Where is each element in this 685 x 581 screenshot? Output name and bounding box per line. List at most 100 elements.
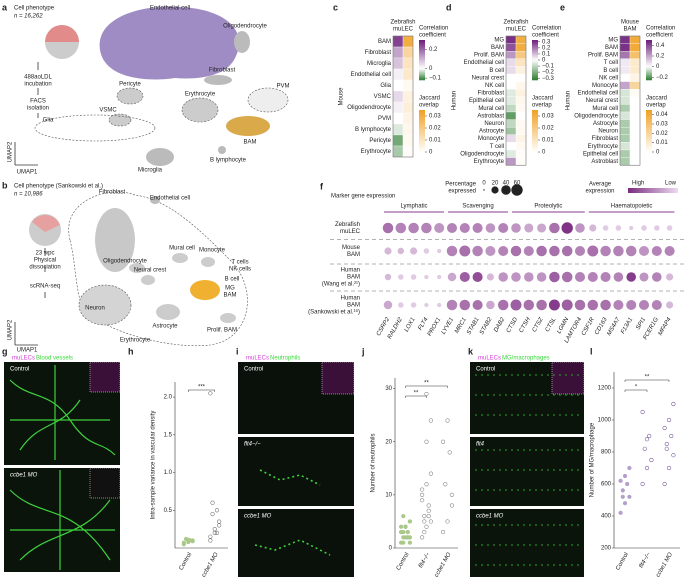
row-label: Endothelial cell [351,72,391,78]
colorbar-step [532,53,538,56]
panel-letter: l [590,346,593,356]
expression-dot [574,271,586,283]
heat-cell [392,101,404,114]
heat-cell [402,134,414,147]
step: 488aoLDL [24,75,52,81]
data-point [640,409,645,415]
expression-dot [651,245,662,257]
group-label: Proteolytic [534,204,562,210]
colorbar-step [532,132,538,135]
data-point [401,540,406,545]
colorbar-tick-label: −0.2 [656,75,669,81]
row-label: (Sankowski et al.¹⁶) [308,309,360,316]
heat-cell [629,81,641,90]
legend-item: Neutrophils [270,356,300,362]
colorbar-step [646,55,652,57]
data-point [186,537,191,542]
heat-cell [629,73,641,82]
heat-cell [629,142,641,151]
heat-cell [392,79,404,92]
expression-dot [498,222,509,234]
heat-cell [402,35,414,48]
data-point [424,482,429,487]
heat-cell [392,123,404,136]
data-point [445,519,450,524]
heat-cell [629,66,641,75]
legend-title: Average [589,182,612,188]
row-label: BAM [491,45,504,51]
x-tick-label: flt4−/− [418,551,432,569]
data-point [428,519,434,524]
axis-label: UMAP2 [8,319,14,340]
legend-title: overlap [646,103,666,109]
colorbar-tick-label: 0.2 [429,47,438,53]
row-label: MG [608,37,618,43]
row-label: Erythrocyte [588,144,619,150]
expression-dot [437,302,442,308]
colorbar-tick-label: 0.03 [429,114,441,120]
row-label: BAM [347,252,360,258]
x-tick-label: Control [615,552,630,572]
colorbar-step [532,66,538,69]
colorbar-step [419,45,425,47]
colorbar-step [646,45,652,47]
colorbar-step [532,148,538,151]
expression-dot [424,302,429,308]
legend-title: coefficient [532,33,559,39]
significance: ** [424,381,429,387]
data-point [407,519,413,524]
row-label: (Wang et al.²¹) [322,282,360,288]
colorbar-step [419,70,425,72]
heat-cell [619,66,631,75]
heat-cell [505,134,517,143]
colorbar-step [419,65,425,67]
colorbar-step [646,117,652,120]
column-header: muLEC [506,27,527,33]
colorbar-tick-label: 0.3 [542,39,551,45]
colorbar-step [419,146,425,149]
colorbar-tick-label: 0.04 [656,112,668,118]
colorbar-tick-label: 0.03 [542,114,554,120]
cluster-label: Pericyte [119,82,141,88]
significance-bracket [188,389,215,392]
data-point [666,417,672,423]
colorbar-step [646,40,652,42]
expression-dot [510,299,522,311]
data-point [212,527,217,532]
significance: ** [645,375,650,381]
colorbar-step [646,124,652,127]
colorbar-tick-label: −0.1 [542,64,555,70]
significance-bracket [405,385,448,388]
colorbar-step [532,58,538,61]
data-point [422,519,427,524]
expression-dot [574,299,586,311]
colorbar-step [419,53,425,56]
data-point [428,418,434,423]
expression-dot [486,273,494,281]
colorbar-step [419,43,425,46]
group-label: Haematopoietic [611,204,653,210]
colorbar-step [532,122,538,125]
data-point [640,481,645,487]
colorbar-tick-label: 0.01 [656,140,668,146]
colorbar-tick-label: 0.2 [656,54,665,60]
colorbar-step [646,138,652,141]
expression-dot [548,299,560,311]
colorbar-step [419,127,425,130]
colorbar-step [646,73,652,76]
colorbar-step [419,115,425,118]
colorbar-step [419,48,425,51]
data-point [407,540,413,545]
expression-dot [639,272,649,282]
expression-dot [587,245,599,257]
colorbar-step [646,50,652,52]
expression-dot [472,299,483,311]
legend-title: Correlation [646,26,675,32]
colorbar-step [419,41,425,44]
expression-dot [602,225,609,231]
cluster-label: BAM [223,293,236,299]
row-label: NK cell [485,83,504,89]
colorbar-step [419,71,425,74]
expression-dot [613,299,624,311]
row-label: Epithelial cell [583,151,618,157]
